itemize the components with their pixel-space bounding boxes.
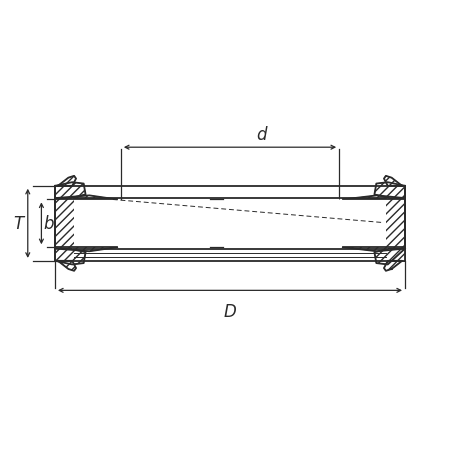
- Polygon shape: [117, 200, 342, 248]
- Polygon shape: [58, 176, 76, 186]
- Polygon shape: [342, 200, 385, 248]
- Polygon shape: [55, 183, 85, 199]
- Text: d: d: [256, 125, 267, 143]
- Polygon shape: [74, 200, 117, 248]
- Polygon shape: [55, 186, 74, 261]
- Text: B: B: [195, 215, 206, 233]
- Text: b: b: [43, 215, 54, 233]
- Polygon shape: [383, 261, 401, 271]
- Polygon shape: [383, 176, 401, 186]
- Polygon shape: [342, 196, 404, 252]
- Text: D: D: [223, 302, 236, 320]
- Polygon shape: [58, 261, 76, 271]
- Text: T: T: [13, 215, 23, 233]
- Polygon shape: [374, 183, 404, 199]
- Polygon shape: [374, 249, 404, 265]
- Polygon shape: [55, 249, 85, 265]
- Polygon shape: [55, 196, 117, 252]
- Polygon shape: [385, 186, 404, 261]
